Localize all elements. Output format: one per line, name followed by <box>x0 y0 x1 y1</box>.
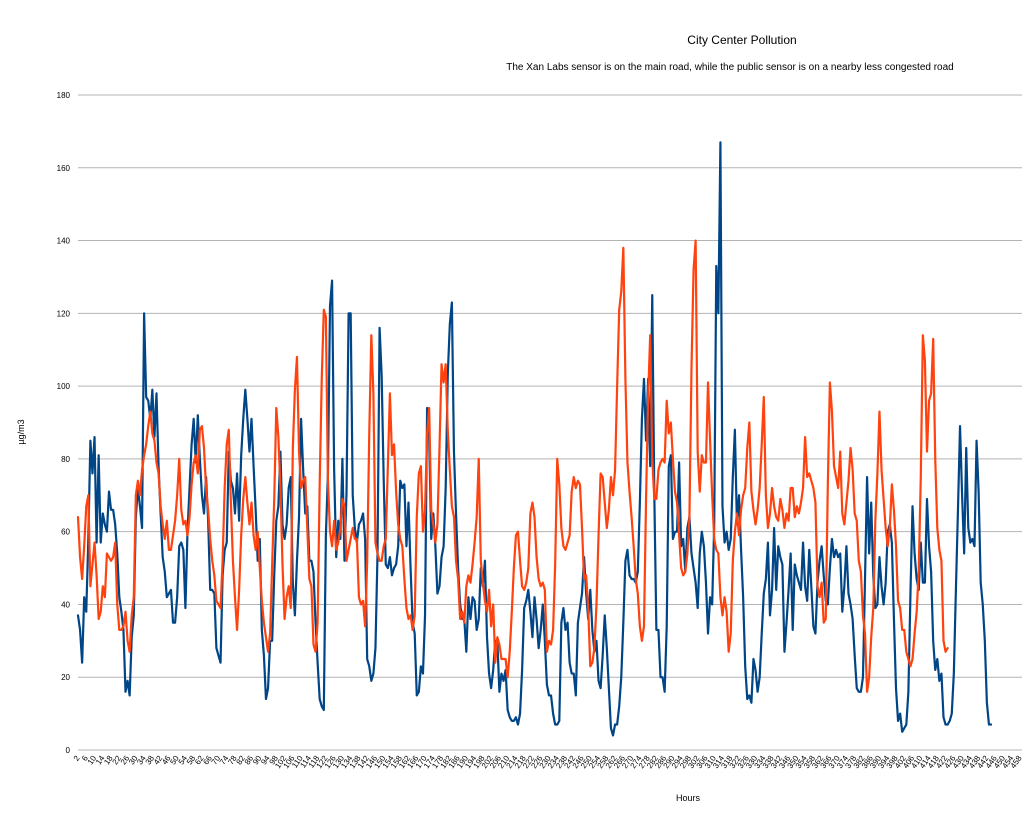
x-tick-label: 2 <box>72 754 82 763</box>
x-tick-label: 6 <box>80 754 90 763</box>
series-line-2 <box>76 239 949 693</box>
y-tick-label: 20 <box>61 673 70 682</box>
chart-subtitle: The Xan Labs sensor is on the main road,… <box>506 62 954 73</box>
y-axis-label: µg/m3 <box>16 419 26 444</box>
y-tick-label: 0 <box>66 746 71 755</box>
y-tick-label: 80 <box>61 455 70 464</box>
y-tick-label: 180 <box>57 91 71 100</box>
y-tick-label: 140 <box>57 237 71 246</box>
y-tick-label: 60 <box>61 528 70 537</box>
series-lines <box>76 141 993 737</box>
x-axis-label: Hours <box>676 793 701 803</box>
series-line-1 <box>76 141 993 737</box>
y-tick-label: 100 <box>57 382 71 391</box>
x-axis-ticks: 2610141822263034384246505458626670747882… <box>72 754 1024 771</box>
y-tick-label: 120 <box>57 309 71 318</box>
y-tick-label: 160 <box>57 164 71 173</box>
chart-title: City Center Pollution <box>687 33 796 47</box>
y-axis-ticks: 0 20 40 60 80 100 120 140 160 180 <box>57 91 71 755</box>
y-tick-label: 40 <box>61 600 70 609</box>
